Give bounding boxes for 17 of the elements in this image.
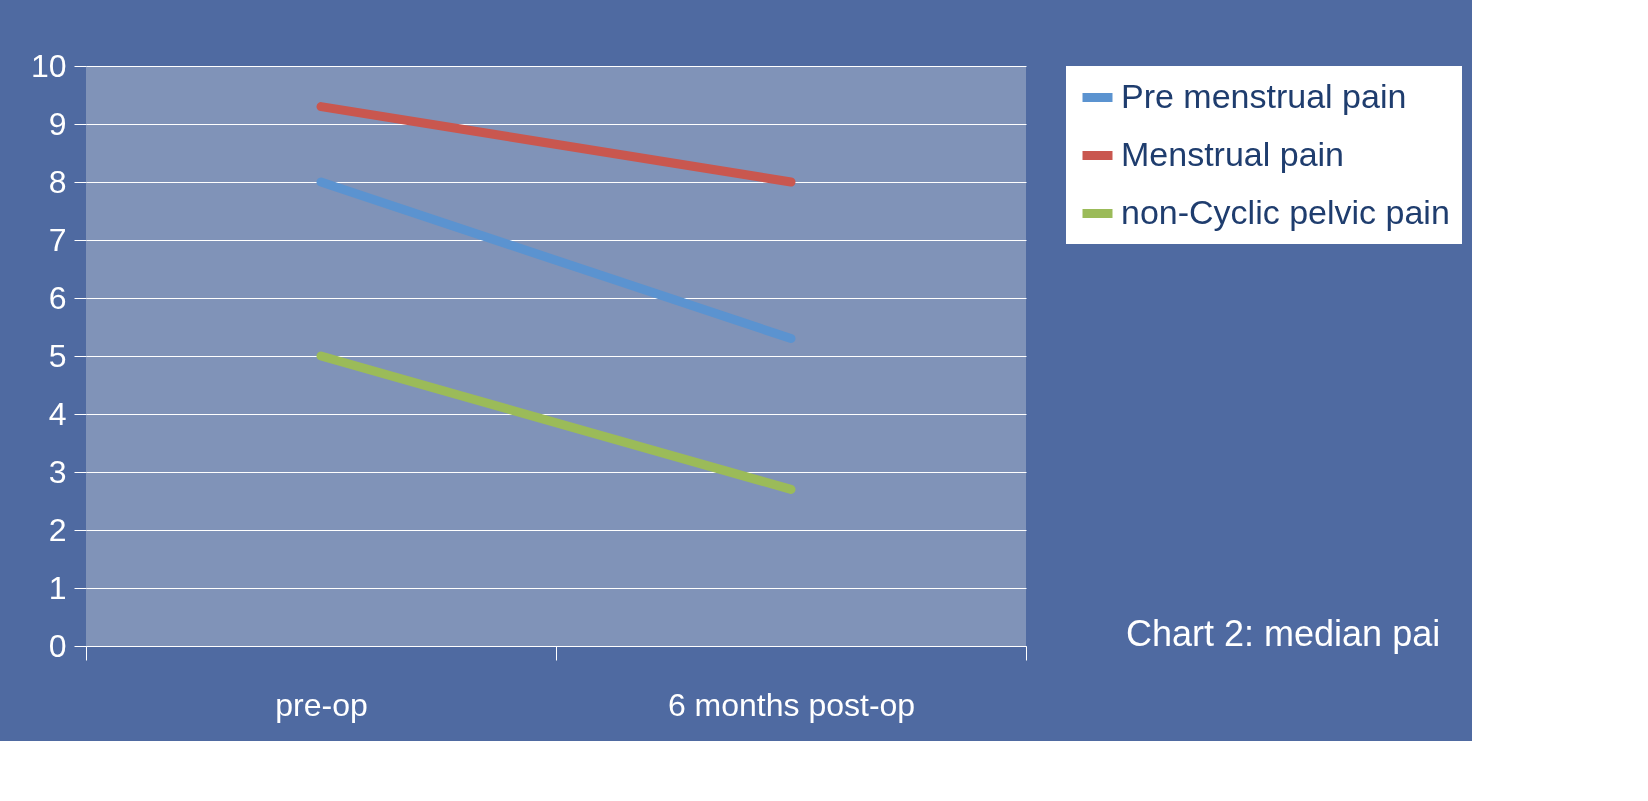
y-tick-label: 2 <box>48 511 67 548</box>
y-tick-label: 6 <box>48 279 67 316</box>
x-tick-label: pre-op <box>275 686 368 723</box>
y-tick-label: 8 <box>48 163 67 200</box>
y-tick-label: 4 <box>48 395 67 432</box>
y-tick-label: 0 <box>48 627 67 664</box>
x-tick-label: 6 months post-op <box>667 686 916 723</box>
caption: Chart 2: median pai <box>1126 613 1441 654</box>
y-tick-label: 7 <box>48 221 67 258</box>
y-tick-label: 10 <box>30 47 67 84</box>
y-tick-label: 3 <box>48 453 67 490</box>
y-tick-label: 9 <box>48 105 67 142</box>
y-tick-label: 1 <box>48 569 67 606</box>
legend-label: Pre menstrual pain <box>1121 76 1407 115</box>
y-tick-label: 5 <box>48 337 67 374</box>
legend-label: non-Cyclic pelvic pain <box>1121 192 1450 231</box>
legend-label: Menstrual pain <box>1121 134 1345 173</box>
